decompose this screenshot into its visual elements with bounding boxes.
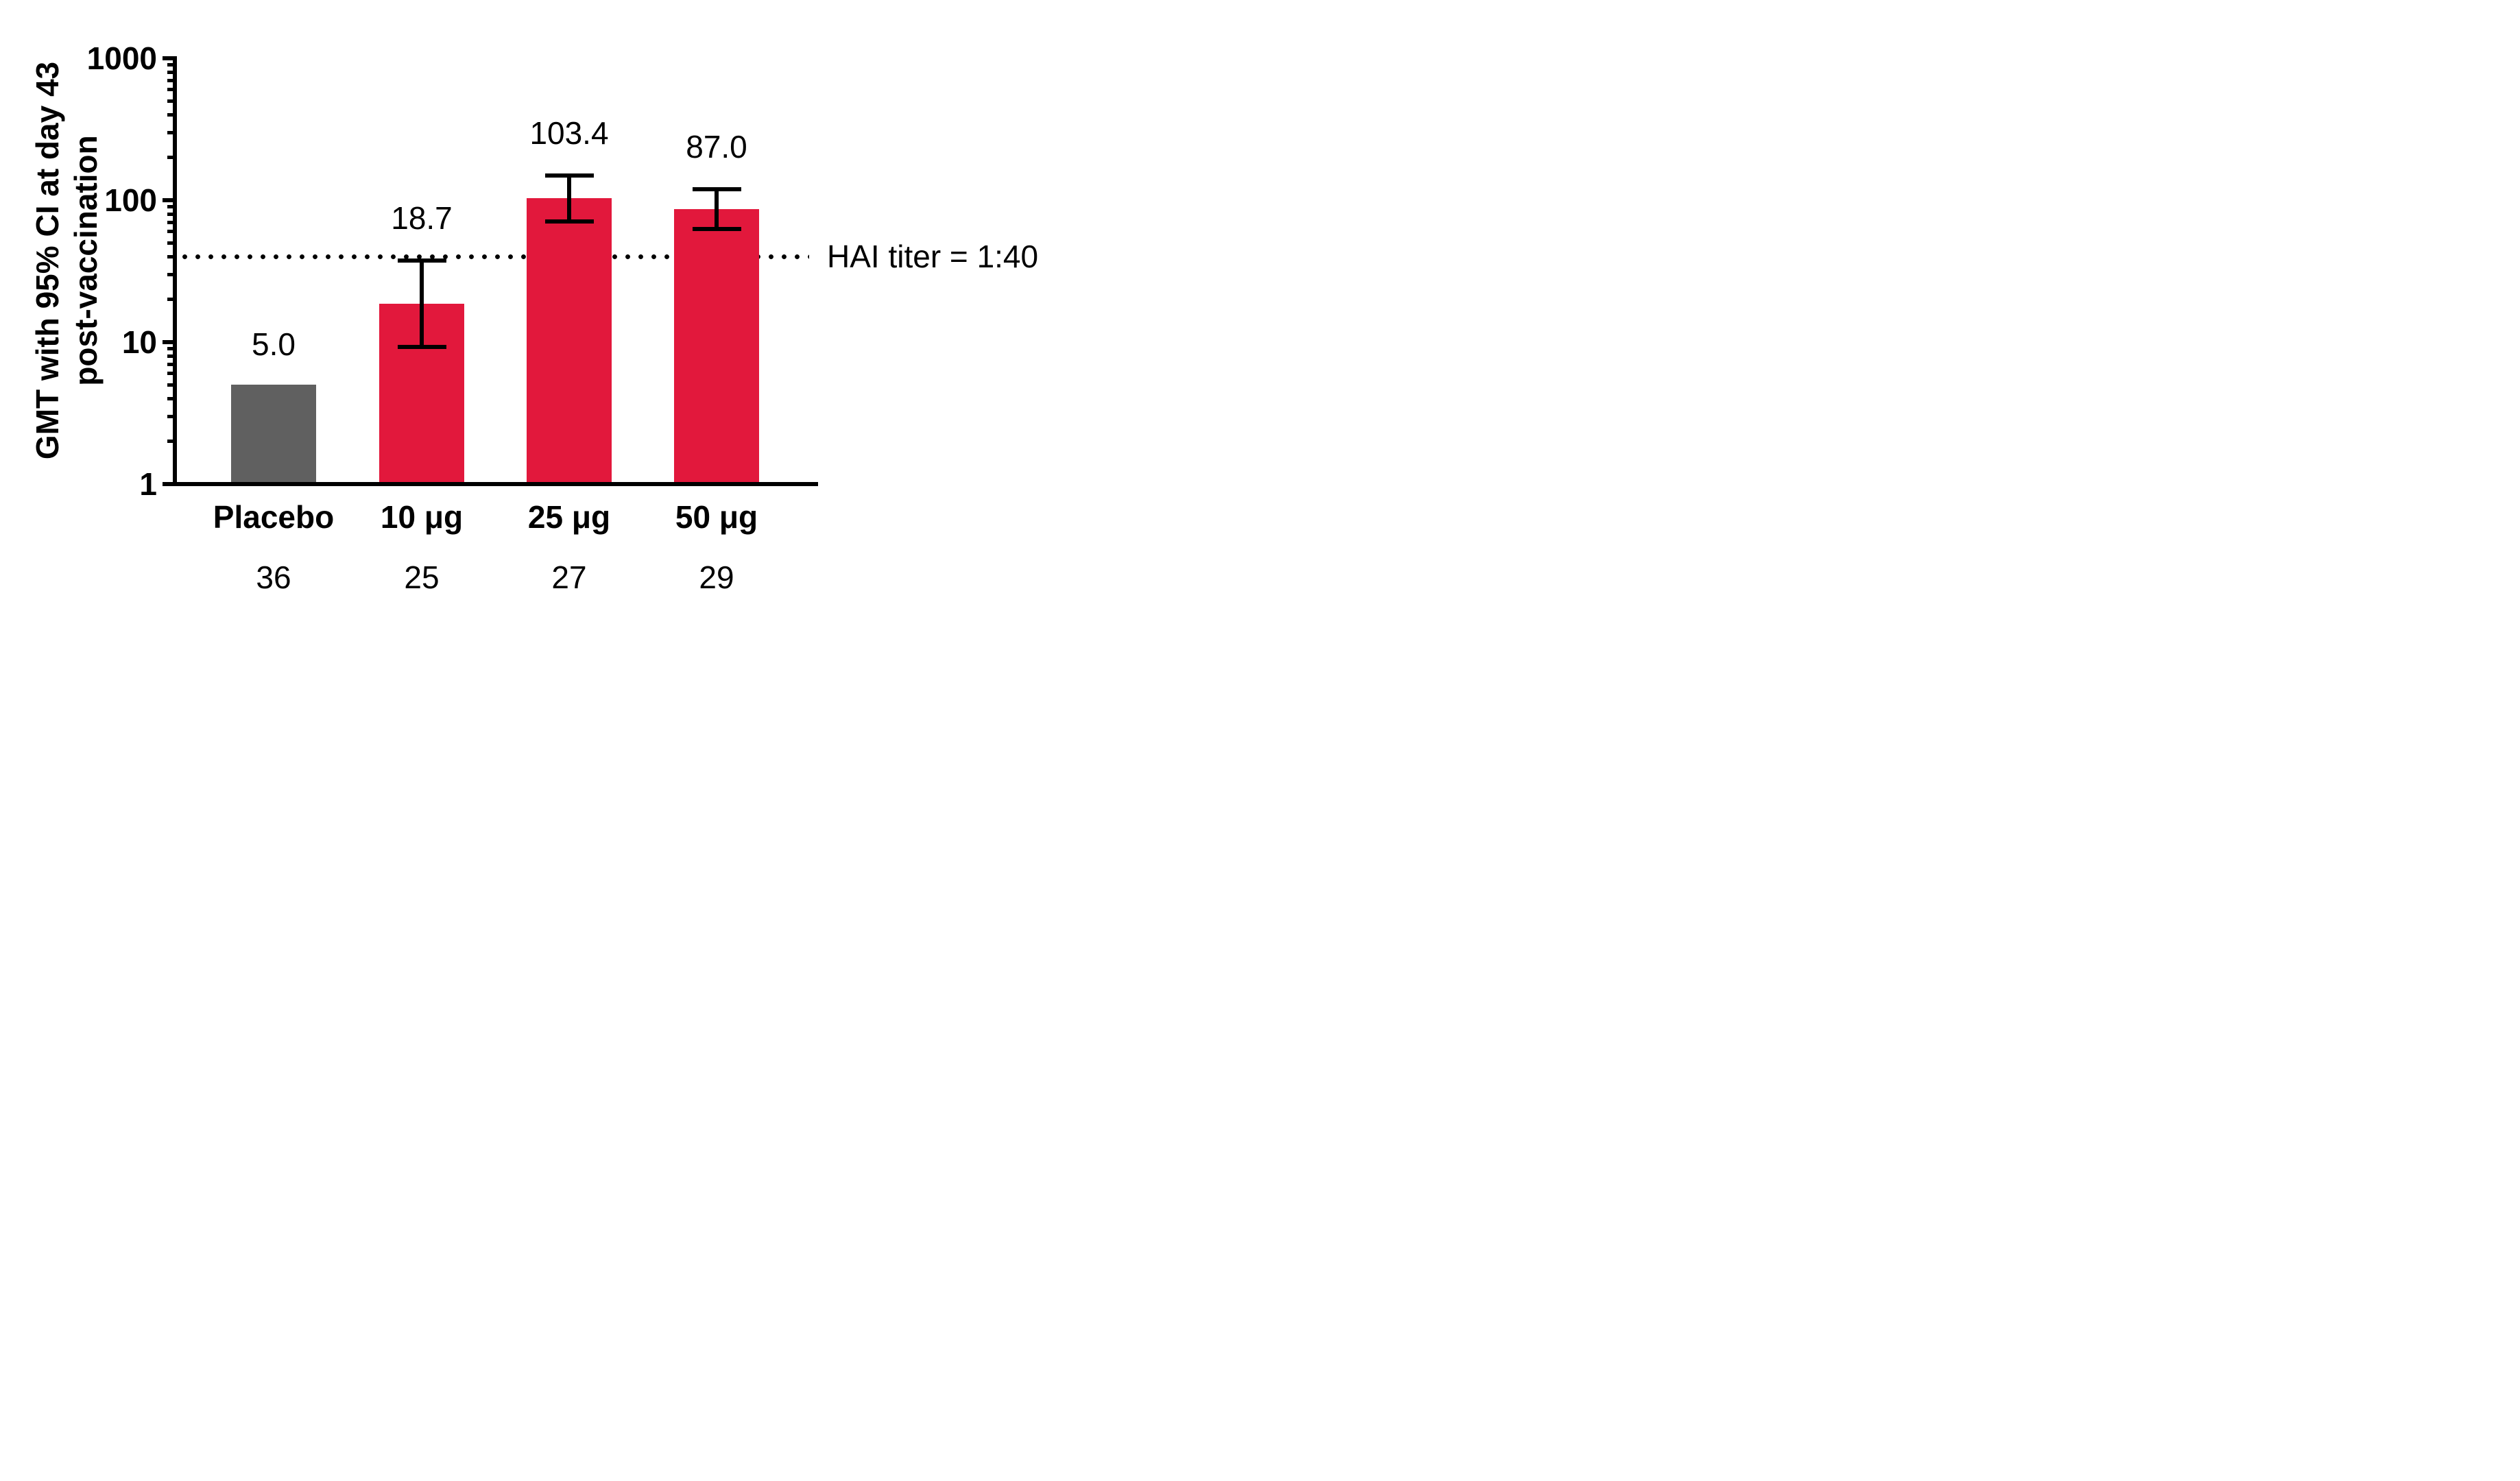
y-axis-minor-tick (167, 383, 173, 387)
error-bar-line-25-ug (567, 173, 571, 224)
error-bar-cap-top-10-ug (397, 258, 446, 263)
x-axis-line (173, 482, 818, 486)
y-axis-major-tick (163, 198, 177, 202)
y-axis-minor-tick (167, 62, 173, 67)
y-axis-minor-tick (167, 241, 173, 245)
y-axis-minor-tick (167, 112, 173, 117)
x-axis-label-50-ug: 50 μg (675, 499, 758, 535)
error-bar-cap-top-25-ug (544, 173, 594, 178)
y-axis-minor-tick (167, 272, 173, 276)
y-axis-minor-tick (167, 156, 173, 160)
y-axis-minor-tick (167, 346, 173, 350)
y-axis-spine (173, 56, 177, 486)
y-axis-minor-tick (167, 70, 173, 74)
x-axis-label-10-ug: 10 μg (380, 499, 464, 535)
error-bar-line-50-ug (715, 186, 719, 231)
y-axis-title-line-2: post-vaccination (68, 135, 104, 386)
y-axis-minor-tick (167, 230, 173, 234)
y-axis-minor-tick (167, 130, 173, 134)
y-axis-minor-tick (167, 254, 173, 258)
y-axis-major-tick (163, 482, 177, 486)
n-label-10-ug: 25 (404, 559, 440, 595)
y-axis-minor-tick (167, 88, 173, 92)
y-axis-tick-label: 10 (121, 324, 157, 360)
y-axis-tick-label: 1000 (86, 40, 157, 76)
value-label-50-ug: 87.0 (686, 128, 747, 165)
reference-line-label: HAI titer = 1:40 (827, 239, 1039, 275)
y-axis-minor-tick (167, 354, 173, 358)
y-axis-minor-tick (167, 298, 173, 302)
reference-line (182, 254, 809, 259)
bar-25-ug (527, 197, 612, 485)
error-bar-cap-bottom-10-ug (397, 344, 446, 349)
y-axis-minor-tick (167, 362, 173, 366)
bar-placebo (231, 385, 316, 485)
y-axis-title-line-1: GMT with 95% CI at day 43 (29, 61, 65, 460)
y-axis-minor-tick (167, 78, 173, 82)
n-label-25-ug: 27 (551, 559, 587, 595)
y-axis-tick-label: 100 (104, 182, 157, 218)
error-bar-cap-top-50-ug (692, 186, 741, 191)
y-axis-minor-tick (167, 414, 173, 418)
y-axis-tick-label: 1 (139, 466, 157, 502)
error-bar-line-10-ug (420, 258, 424, 349)
y-axis-minor-tick (167, 372, 173, 376)
error-bar-cap-bottom-50-ug (692, 226, 741, 231)
gmt-bar-chart-figure: GMT with 95% CI at day 43 post-vaccinati… (0, 0, 1059, 623)
value-label-25-ug: 103.4 (529, 115, 609, 151)
n-label-50-ug: 29 (699, 559, 734, 595)
x-axis-label-25-ug: 25 μg (527, 499, 611, 535)
y-axis-title: GMT with 95% CI at day 43 post-vaccinati… (28, 62, 105, 459)
y-axis-minor-tick (167, 220, 173, 224)
y-axis-major-tick (163, 56, 177, 60)
y-axis-minor-tick (167, 440, 173, 444)
error-bar-cap-bottom-25-ug (544, 219, 594, 224)
y-axis-major-tick (163, 340, 177, 344)
y-axis-minor-tick (167, 212, 173, 216)
x-axis-label-placebo: Placebo (213, 499, 335, 535)
value-label-placebo: 5.0 (252, 326, 296, 363)
n-label-placebo: 36 (256, 559, 291, 595)
y-axis-minor-tick (167, 396, 173, 400)
value-label-10-ug: 18.7 (391, 200, 453, 237)
y-axis-minor-tick (167, 204, 173, 208)
bar-50-ug (674, 208, 759, 485)
y-axis-minor-tick (167, 99, 173, 103)
